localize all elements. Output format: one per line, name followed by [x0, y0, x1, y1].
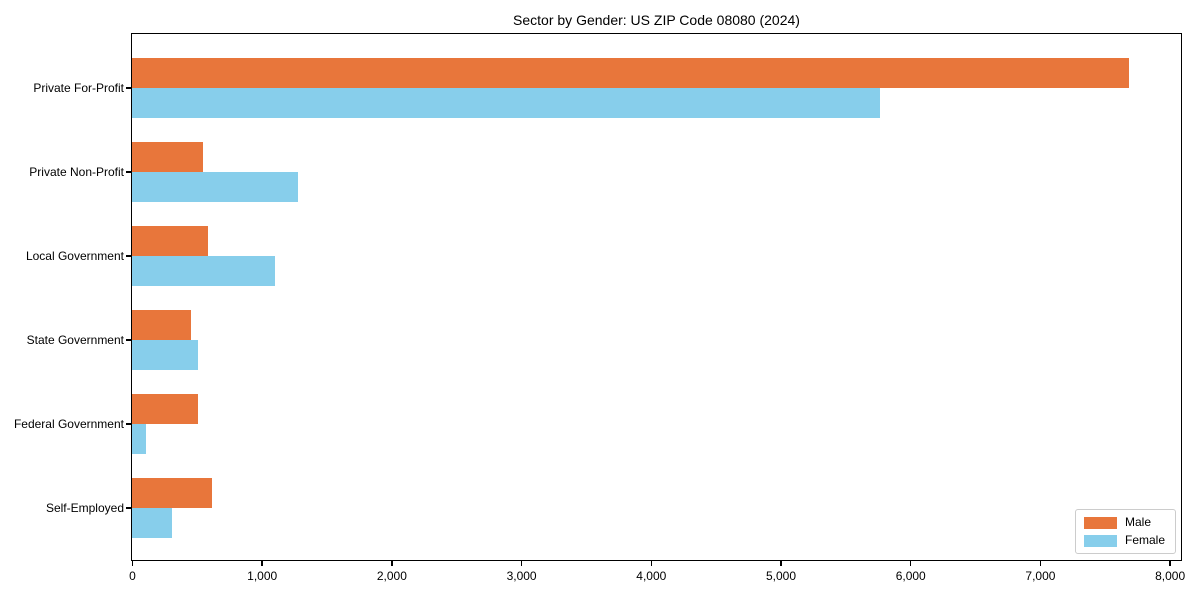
bar-male-federal-government: [132, 393, 198, 424]
bar-female-state-government: [132, 339, 198, 370]
y-label-self-employed: Self-Employed: [45, 501, 124, 515]
bar-female-local-government: [132, 255, 275, 286]
x-tick-4000: [650, 561, 653, 566]
bar-female-federal-government: [132, 423, 146, 454]
y-tick-self-employed: [126, 507, 131, 509]
bar-female-private-for-profit: [132, 87, 881, 118]
y-label-private-for-profit: Private For-Profit: [33, 81, 124, 95]
x-label-6000: 6,000: [895, 569, 926, 583]
x-label-4000: 4,000: [636, 569, 667, 583]
y-tick-private-for-profit: [126, 87, 131, 89]
x-tick-8000: [1169, 561, 1171, 566]
x-label-3000: 3,000: [506, 569, 537, 583]
x-tick-6000: [909, 561, 912, 566]
x-label-2000: 2,000: [376, 569, 407, 583]
legend-swatch-female: [1083, 534, 1117, 547]
legend-swatch-male: [1083, 516, 1117, 529]
bar-male-private-non-profit: [132, 141, 203, 172]
bar-male-self-employed: [132, 477, 213, 508]
plot-area: Male Female: [131, 33, 1182, 561]
legend-entry-male: Male: [1083, 515, 1165, 529]
y-label-private-non-profit: Private Non-Profit: [29, 165, 124, 179]
bar-male-local-government: [132, 225, 208, 256]
y-tick-state-government: [126, 339, 131, 341]
bar-female-self-employed: [132, 507, 173, 538]
x-label-5000: 5,000: [765, 569, 797, 583]
y-tick-federal-government: [126, 423, 131, 425]
y-label-federal-government: Federal Government: [13, 417, 124, 431]
bar-male-state-government: [132, 309, 191, 340]
x-label-0: 0: [129, 569, 136, 583]
x-tick-1000: [261, 561, 263, 566]
x-tick-2000: [391, 561, 393, 566]
x-tick-3000: [520, 561, 523, 566]
x-tick-5000: [780, 561, 782, 566]
y-tick-private-non-profit: [126, 171, 131, 173]
x-tick-7000: [1039, 561, 1042, 566]
legend-label-female: Female: [1124, 533, 1165, 547]
bar-male-private-for-profit: [132, 57, 1130, 88]
legend: Male Female: [1074, 509, 1176, 554]
chart-title: Sector by Gender: US ZIP Code 08080 (202…: [513, 12, 800, 28]
legend-label-male: Male: [1124, 515, 1151, 529]
y-label-local-government: Local Government: [25, 249, 124, 263]
y-label-state-government: State Government: [26, 333, 124, 347]
bar-female-private-non-profit: [132, 171, 298, 202]
x-label-8000: 8,000: [1155, 569, 1186, 583]
x-tick-0: [131, 561, 134, 566]
legend-entry-female: Female: [1083, 533, 1165, 547]
x-label-7000: 7,000: [1025, 569, 1056, 583]
y-tick-local-government: [126, 255, 131, 257]
x-label-1000: 1,000: [247, 569, 278, 583]
